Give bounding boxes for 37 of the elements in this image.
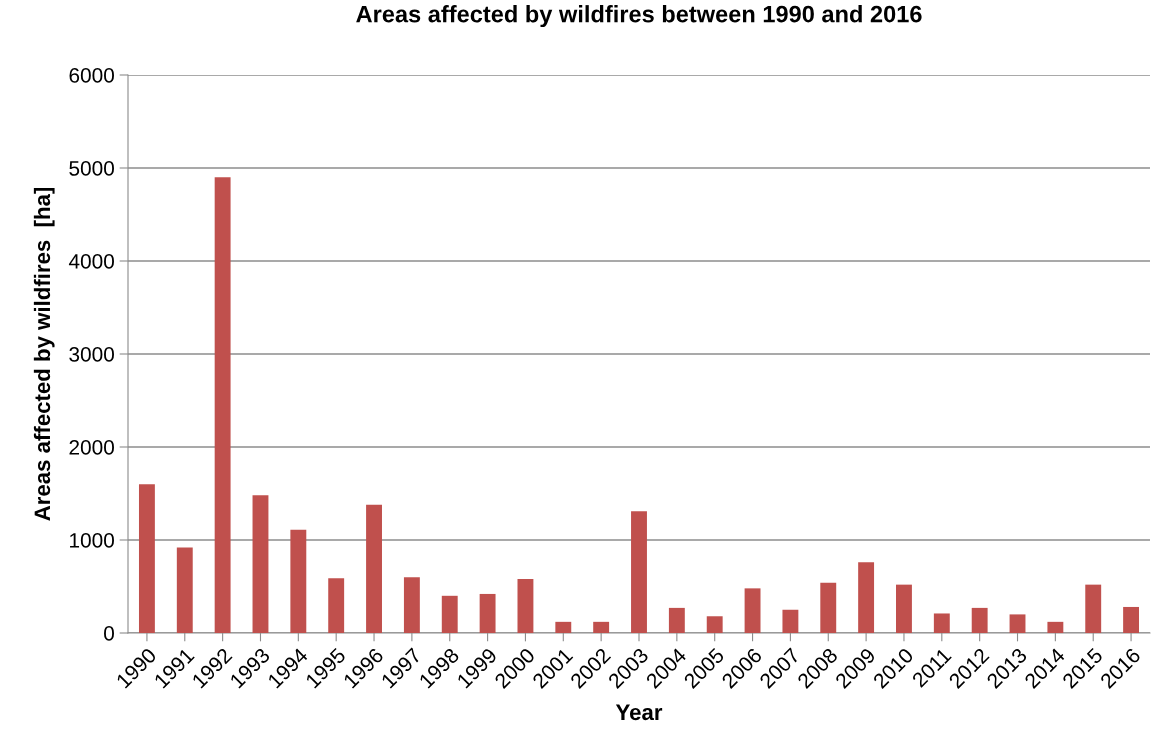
bar: [896, 584, 912, 633]
bar: [138, 484, 155, 633]
bar: [555, 621, 572, 633]
chart-title: Areas affected by wildfires between 1990 and 2016: [356, 5, 922, 28]
y-tick-label: 5000: [69, 161, 114, 176]
bar: [479, 593, 496, 633]
y-tick-label: 3000: [69, 347, 114, 362]
x-axis-title: Year: [615, 704, 663, 721]
bar: [517, 579, 534, 633]
bar: [858, 562, 875, 633]
bar: [971, 607, 988, 633]
bar: [744, 588, 761, 633]
bar: [441, 595, 458, 633]
bar: [328, 578, 345, 633]
bar: [668, 607, 685, 633]
bar: [252, 495, 269, 633]
bar: [593, 621, 610, 633]
bar: [176, 547, 193, 633]
y-tick-label: 2000: [69, 440, 114, 455]
bar: [706, 616, 723, 633]
bar: [403, 577, 420, 633]
bar: [933, 613, 950, 633]
y-tick-label: 6000: [69, 68, 114, 83]
y-tick-label: 1000: [70, 533, 114, 548]
bar: [366, 504, 382, 633]
bar: [1047, 621, 1064, 633]
bar: [1123, 606, 1140, 633]
bar: [820, 582, 837, 633]
bar: [214, 177, 231, 633]
bar: [782, 609, 799, 633]
y-tick-label: 4000: [68, 254, 114, 269]
bar: [1009, 614, 1026, 633]
y-axis-title: Areas affected by wildfires [ha]: [33, 187, 55, 521]
bar: [631, 511, 647, 633]
bar: [1085, 584, 1102, 633]
y-tick-label: 0: [104, 626, 114, 641]
bar: [290, 529, 307, 633]
